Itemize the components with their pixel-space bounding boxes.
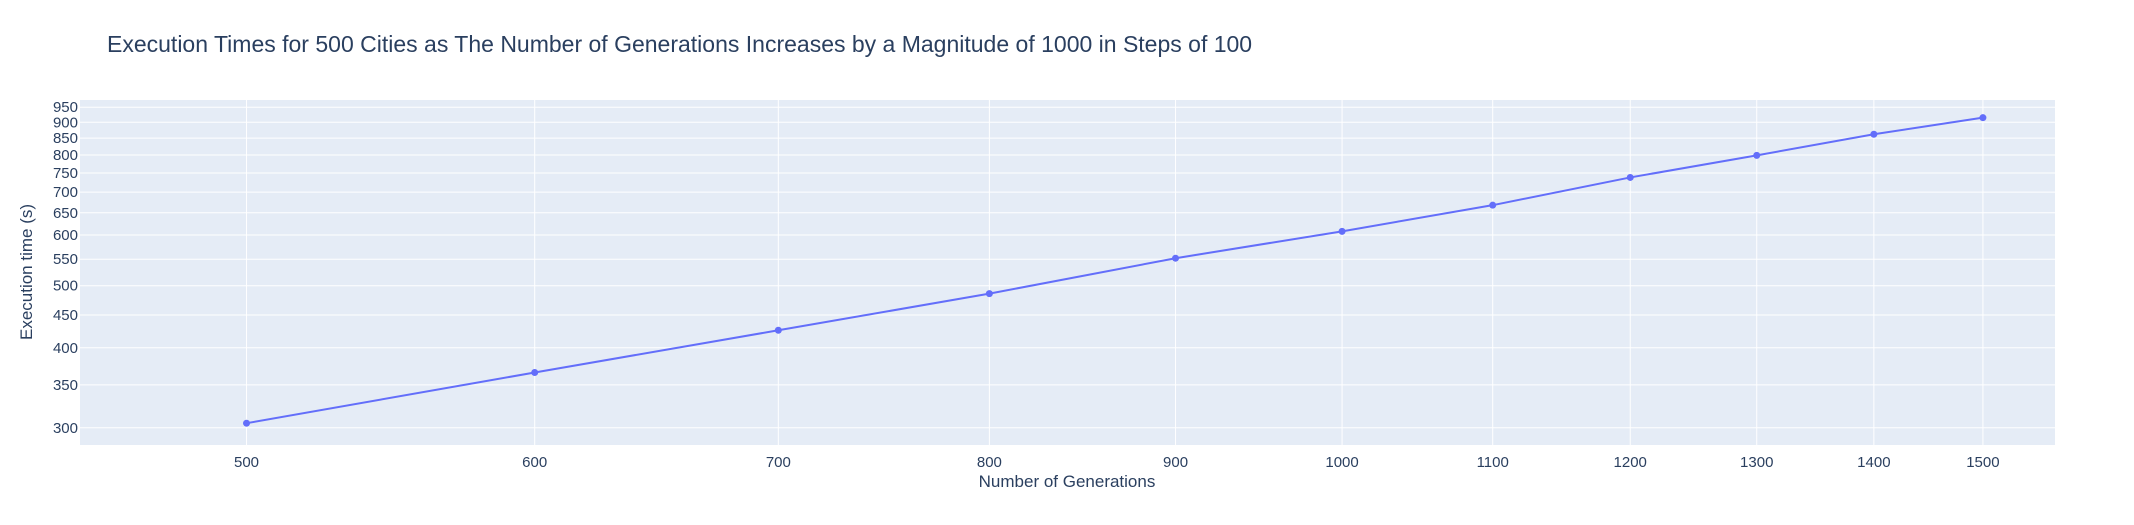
y-tick-label: 350 bbox=[53, 377, 78, 394]
y-tick-label: 800 bbox=[53, 147, 78, 164]
data-point bbox=[243, 419, 251, 427]
data-point bbox=[1489, 201, 1497, 209]
chart-title: Execution Times for 500 Cities as The Nu… bbox=[107, 31, 1252, 57]
x-tick-label: 1100 bbox=[1477, 454, 1509, 471]
x-tick-label: 1200 bbox=[1614, 454, 1647, 471]
y-axis-label: Execution time (s) bbox=[17, 204, 36, 340]
y-tick-label: 450 bbox=[53, 307, 78, 324]
y-tick-label: 750 bbox=[53, 165, 78, 182]
data-point bbox=[1338, 227, 1346, 235]
data-point bbox=[1979, 114, 1987, 122]
x-tick-label: 700 bbox=[766, 454, 791, 471]
x-tick-label: 900 bbox=[1163, 454, 1188, 471]
y-tick-labels: 300 350 400 450 500 550 600 650 700 7508008509009… bbox=[53, 99, 78, 437]
y-tick-label: 700 bbox=[53, 184, 78, 201]
y-tick-label: 600 bbox=[53, 227, 78, 244]
y-tick-label: 650 bbox=[53, 205, 78, 222]
x-axis-label: Number of Generations bbox=[979, 472, 1156, 491]
x-tick-label: 1300 bbox=[1740, 454, 1773, 471]
y-tick-label: 900 bbox=[53, 114, 78, 131]
x-tick-label: 1400 bbox=[1857, 454, 1890, 471]
data-point bbox=[1753, 151, 1761, 159]
x-tick-label: 500 bbox=[234, 454, 259, 471]
x-tick-labels: 500 600 700 800 900 1000 1100 1200 1300 1400 1500 bbox=[234, 454, 2000, 471]
x-tick-label: 1500 bbox=[1966, 454, 1999, 471]
x-tick-label: 600 bbox=[522, 454, 547, 471]
y-tick-label: 950 bbox=[53, 99, 78, 116]
data-point bbox=[531, 368, 539, 376]
x-grid bbox=[246, 100, 1984, 445]
plot-area bbox=[80, 100, 2055, 445]
data-point bbox=[1172, 254, 1180, 262]
y-grid bbox=[80, 106, 2055, 429]
series-markers bbox=[243, 114, 1987, 427]
y-tick-label: 300 bbox=[53, 420, 78, 437]
data-point bbox=[1870, 130, 1878, 138]
data-point bbox=[1626, 173, 1634, 181]
y-tick-label: 850 bbox=[53, 130, 78, 147]
data-point bbox=[985, 290, 993, 298]
y-tick-label: 500 bbox=[53, 278, 78, 295]
x-tick-label: 800 bbox=[977, 454, 1002, 471]
y-tick-label: 550 bbox=[53, 251, 78, 268]
x-tick-label: 1000 bbox=[1325, 454, 1358, 471]
y-tick-label: 400 bbox=[53, 340, 78, 357]
data-point bbox=[774, 326, 782, 334]
